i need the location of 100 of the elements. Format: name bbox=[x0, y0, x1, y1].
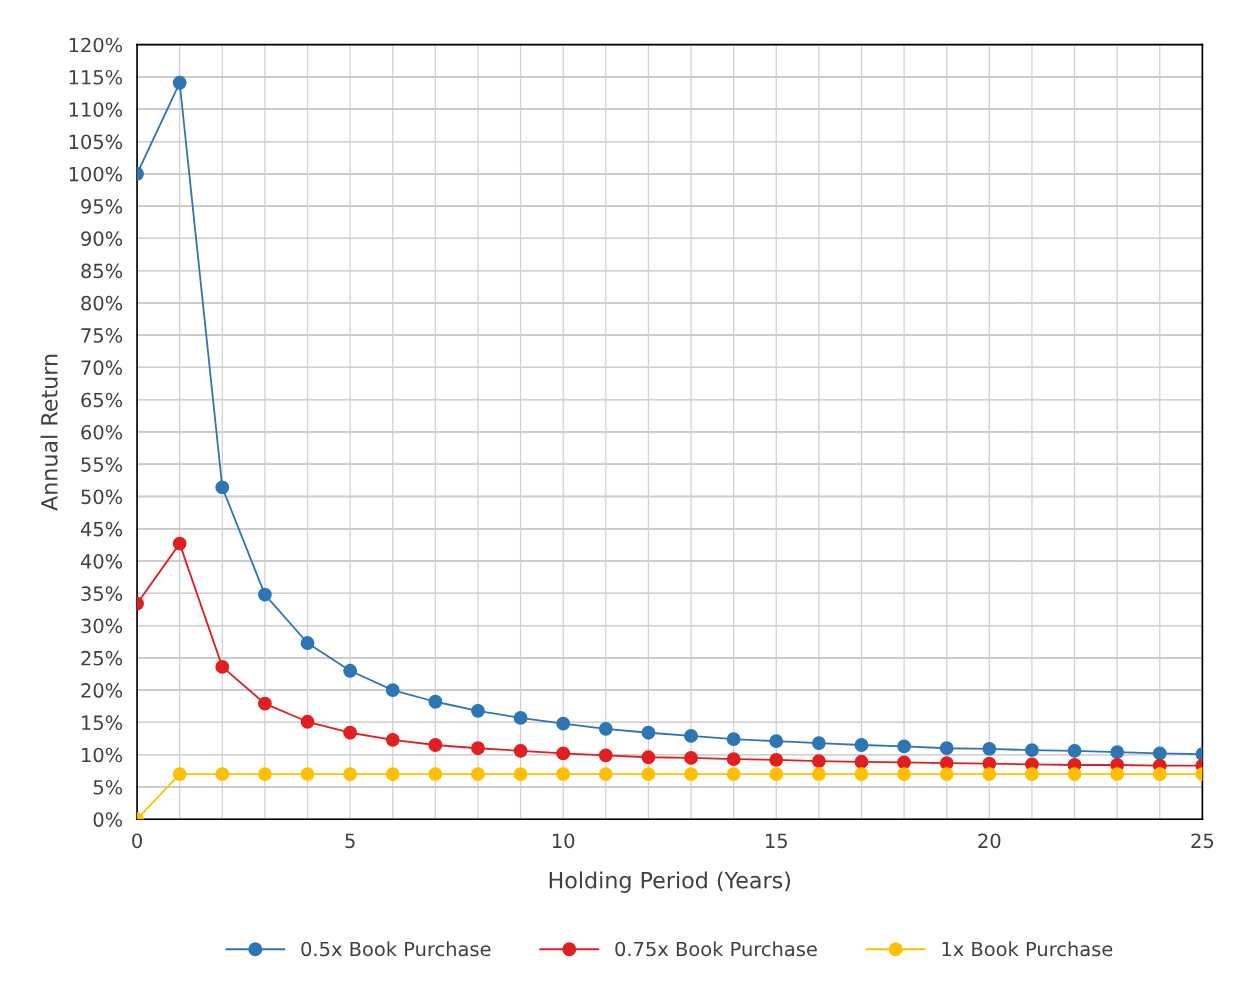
point bbox=[726, 732, 741, 747]
point bbox=[1025, 743, 1039, 758]
point bbox=[513, 767, 528, 781]
point bbox=[1067, 743, 1082, 758]
y-tick-label: 105% bbox=[69, 134, 123, 150]
point bbox=[257, 587, 272, 602]
y-tick-label: 15% bbox=[82, 715, 123, 731]
y-tick-label: 35% bbox=[81, 586, 123, 601]
y-axis-title: Annual Return bbox=[40, 354, 58, 511]
point bbox=[1110, 745, 1125, 760]
y-tick-label: 50% bbox=[81, 489, 123, 505]
y-tick-label: 80% bbox=[81, 295, 123, 311]
point bbox=[811, 754, 826, 769]
point bbox=[300, 714, 315, 729]
point bbox=[343, 767, 358, 781]
y-tick-label: 0% bbox=[93, 812, 123, 827]
point bbox=[343, 725, 358, 740]
point bbox=[684, 729, 698, 743]
point bbox=[598, 721, 613, 736]
point bbox=[769, 734, 784, 749]
point bbox=[556, 767, 571, 781]
point bbox=[385, 683, 400, 698]
x-tick-label: 25 bbox=[1191, 833, 1214, 849]
point bbox=[1025, 767, 1039, 781]
point bbox=[982, 767, 997, 781]
point bbox=[471, 703, 485, 718]
x-tick-label: 0 bbox=[132, 833, 142, 849]
point bbox=[1152, 746, 1167, 761]
y-tick-label: 115% bbox=[69, 69, 123, 85]
y-tick-label: 10% bbox=[82, 747, 123, 763]
point bbox=[513, 743, 528, 758]
y-tick-label: 55% bbox=[81, 457, 123, 472]
point bbox=[257, 696, 272, 711]
point bbox=[556, 716, 571, 731]
point bbox=[939, 767, 954, 781]
point bbox=[428, 738, 443, 752]
point bbox=[897, 767, 912, 781]
y-tick-label: 110% bbox=[69, 102, 123, 117]
point bbox=[684, 767, 698, 781]
x-tick-label: 10 bbox=[552, 833, 575, 849]
point bbox=[641, 767, 656, 781]
y-tick-label: 100% bbox=[69, 166, 123, 182]
y-tick-label: 60% bbox=[81, 424, 123, 440]
point bbox=[1110, 767, 1125, 781]
y-tick-label: 45% bbox=[80, 521, 123, 537]
point bbox=[769, 767, 784, 781]
point bbox=[172, 767, 187, 781]
point bbox=[257, 767, 272, 781]
legend-label: 0.75x Book Purchase bbox=[615, 941, 817, 957]
y-tick-label: 120% bbox=[69, 37, 123, 53]
point bbox=[172, 75, 187, 90]
point bbox=[471, 741, 485, 756]
point bbox=[854, 738, 869, 752]
y-tick-label: 70% bbox=[81, 360, 123, 376]
y-tick-label: 75% bbox=[81, 328, 123, 343]
point bbox=[1067, 767, 1082, 781]
y-tick-label: 90% bbox=[81, 231, 123, 246]
legend-label: 0.5x Book Purchase bbox=[301, 941, 491, 957]
y-tick-label: 95% bbox=[81, 199, 123, 214]
point bbox=[939, 741, 954, 756]
y-tick-label: 20% bbox=[81, 683, 123, 698]
x-tick-label: 5 bbox=[345, 833, 355, 849]
point bbox=[215, 659, 230, 674]
point bbox=[811, 767, 826, 781]
point bbox=[854, 754, 869, 769]
x-tick-label: 20 bbox=[978, 833, 1001, 849]
x-axis-title: Holding Period (Years) bbox=[549, 871, 790, 893]
point bbox=[811, 736, 826, 750]
point bbox=[343, 663, 358, 678]
point bbox=[556, 746, 571, 761]
point bbox=[385, 767, 400, 781]
point bbox=[854, 767, 869, 781]
point bbox=[684, 751, 698, 765]
point bbox=[726, 767, 741, 781]
y-tick-label: 30% bbox=[81, 618, 123, 634]
point bbox=[726, 752, 741, 767]
point bbox=[428, 694, 443, 709]
point bbox=[385, 732, 400, 747]
y-tick-label: 65% bbox=[81, 392, 123, 408]
point bbox=[300, 767, 315, 781]
point bbox=[215, 767, 230, 781]
point bbox=[598, 767, 613, 781]
point bbox=[982, 741, 997, 756]
y-tick-label: 5% bbox=[93, 779, 123, 795]
point bbox=[513, 710, 528, 725]
point bbox=[215, 480, 230, 495]
legend-label: 1x Book Purchase bbox=[942, 941, 1113, 957]
point bbox=[897, 755, 912, 770]
point bbox=[172, 536, 187, 551]
point bbox=[428, 767, 443, 781]
point bbox=[1152, 767, 1167, 781]
y-tick-label: 25% bbox=[81, 650, 123, 666]
point bbox=[641, 725, 656, 740]
y-tick-label: 40% bbox=[80, 554, 123, 569]
point bbox=[897, 739, 912, 754]
y-tick-label: 85% bbox=[81, 263, 123, 279]
x-tick-label: 15 bbox=[766, 833, 787, 849]
point bbox=[471, 767, 485, 781]
point bbox=[769, 752, 784, 767]
point bbox=[641, 750, 656, 765]
